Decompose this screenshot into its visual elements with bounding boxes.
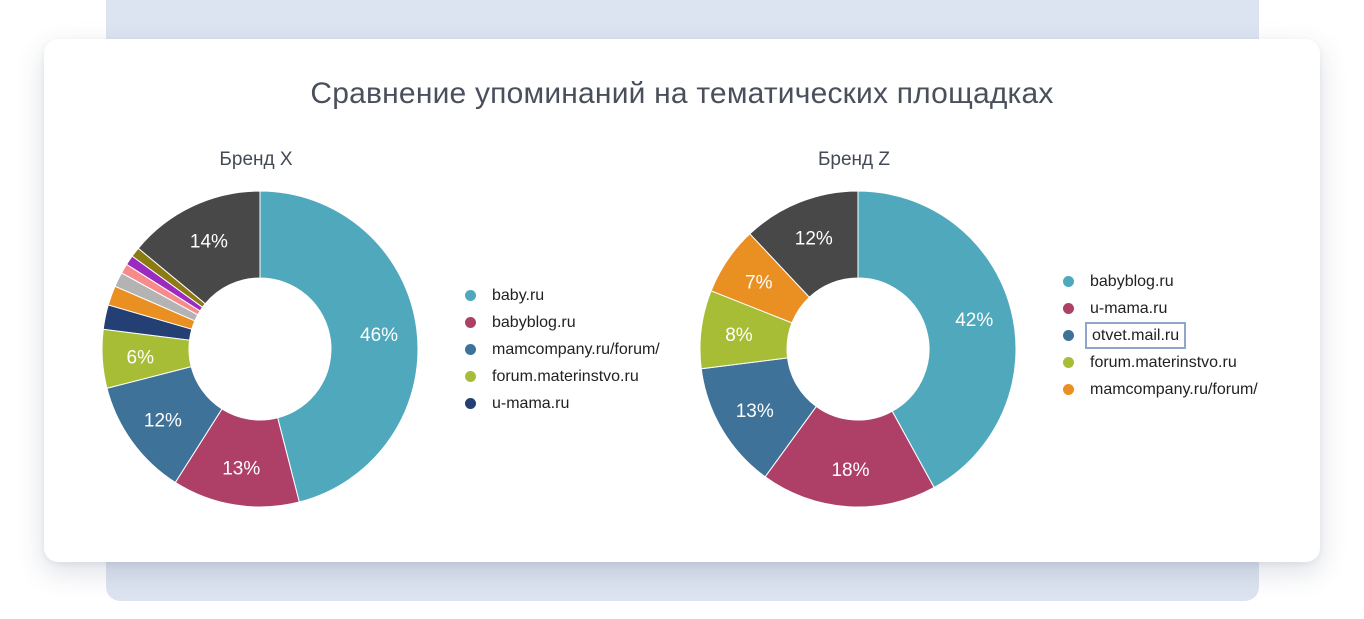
slice-data-label: 6% [127, 348, 155, 369]
data-labels-group: 46% 13% 12% 6% 14% [127, 231, 399, 479]
legend-item: forum.materinstvo.ru [1063, 349, 1258, 376]
legend-marker [465, 398, 476, 409]
legend-marker [1063, 384, 1074, 395]
legend-item: mamcompany.ru/forum/ [465, 336, 660, 363]
page-title: Сравнение упоминаний на тематических пло… [310, 77, 1054, 110]
legend-item: otvet.mail.ru [1063, 322, 1258, 349]
legend-item: babyblog.ru [1063, 268, 1258, 295]
legend-item: u-mama.ru [465, 390, 660, 417]
legend-marker [1063, 303, 1074, 314]
legend-label: babyblog.ru [1090, 273, 1174, 290]
donut-slice [259, 190, 419, 503]
legend-item: u-mama.ru [1063, 295, 1258, 322]
slice-data-label: 46% [360, 325, 398, 346]
legend-marker [1063, 357, 1074, 368]
legend-marker [465, 290, 476, 301]
legend-label: forum.materinstvo.ru [1090, 354, 1237, 371]
legend-marker [1063, 276, 1074, 287]
legend-label: mamcompany.ru/forum/ [492, 341, 660, 358]
legend-item: forum.materinstvo.ru [465, 363, 660, 390]
slice-data-label: 12% [144, 411, 182, 432]
slice-data-label: 14% [190, 231, 228, 252]
legend-brand-z: babyblog.ru u-mama.ru otvet.mail.ru foru… [1063, 268, 1258, 403]
donut-slice [137, 190, 261, 305]
legend-item: babyblog.ru [465, 309, 660, 336]
legend-item: mamcompany.ru/forum/ [1063, 376, 1258, 403]
chart-subtitle: Бренд X [219, 149, 292, 170]
legend-marker [465, 317, 476, 328]
legend-label: babyblog.ru [492, 314, 576, 331]
legend-label: u-mama.ru [1090, 300, 1168, 317]
legend-marker [465, 344, 476, 355]
legend-label: u-mama.ru [492, 395, 570, 412]
legend-label: baby.ru [492, 287, 545, 304]
legend-marker [465, 371, 476, 382]
legend-marker [1063, 330, 1074, 341]
slices-group [101, 190, 419, 508]
slice-data-label: 13% [222, 459, 260, 480]
legend-label-highlighted: otvet.mail.ru [1084, 322, 1187, 349]
legend-label: mamcompany.ru/forum/ [1090, 381, 1258, 398]
legend-brand-x: baby.ru babyblog.ru mamcompany.ru/forum/… [465, 282, 660, 417]
legend-label: forum.materinstvo.ru [492, 368, 639, 385]
legend-item: baby.ru [465, 282, 660, 309]
